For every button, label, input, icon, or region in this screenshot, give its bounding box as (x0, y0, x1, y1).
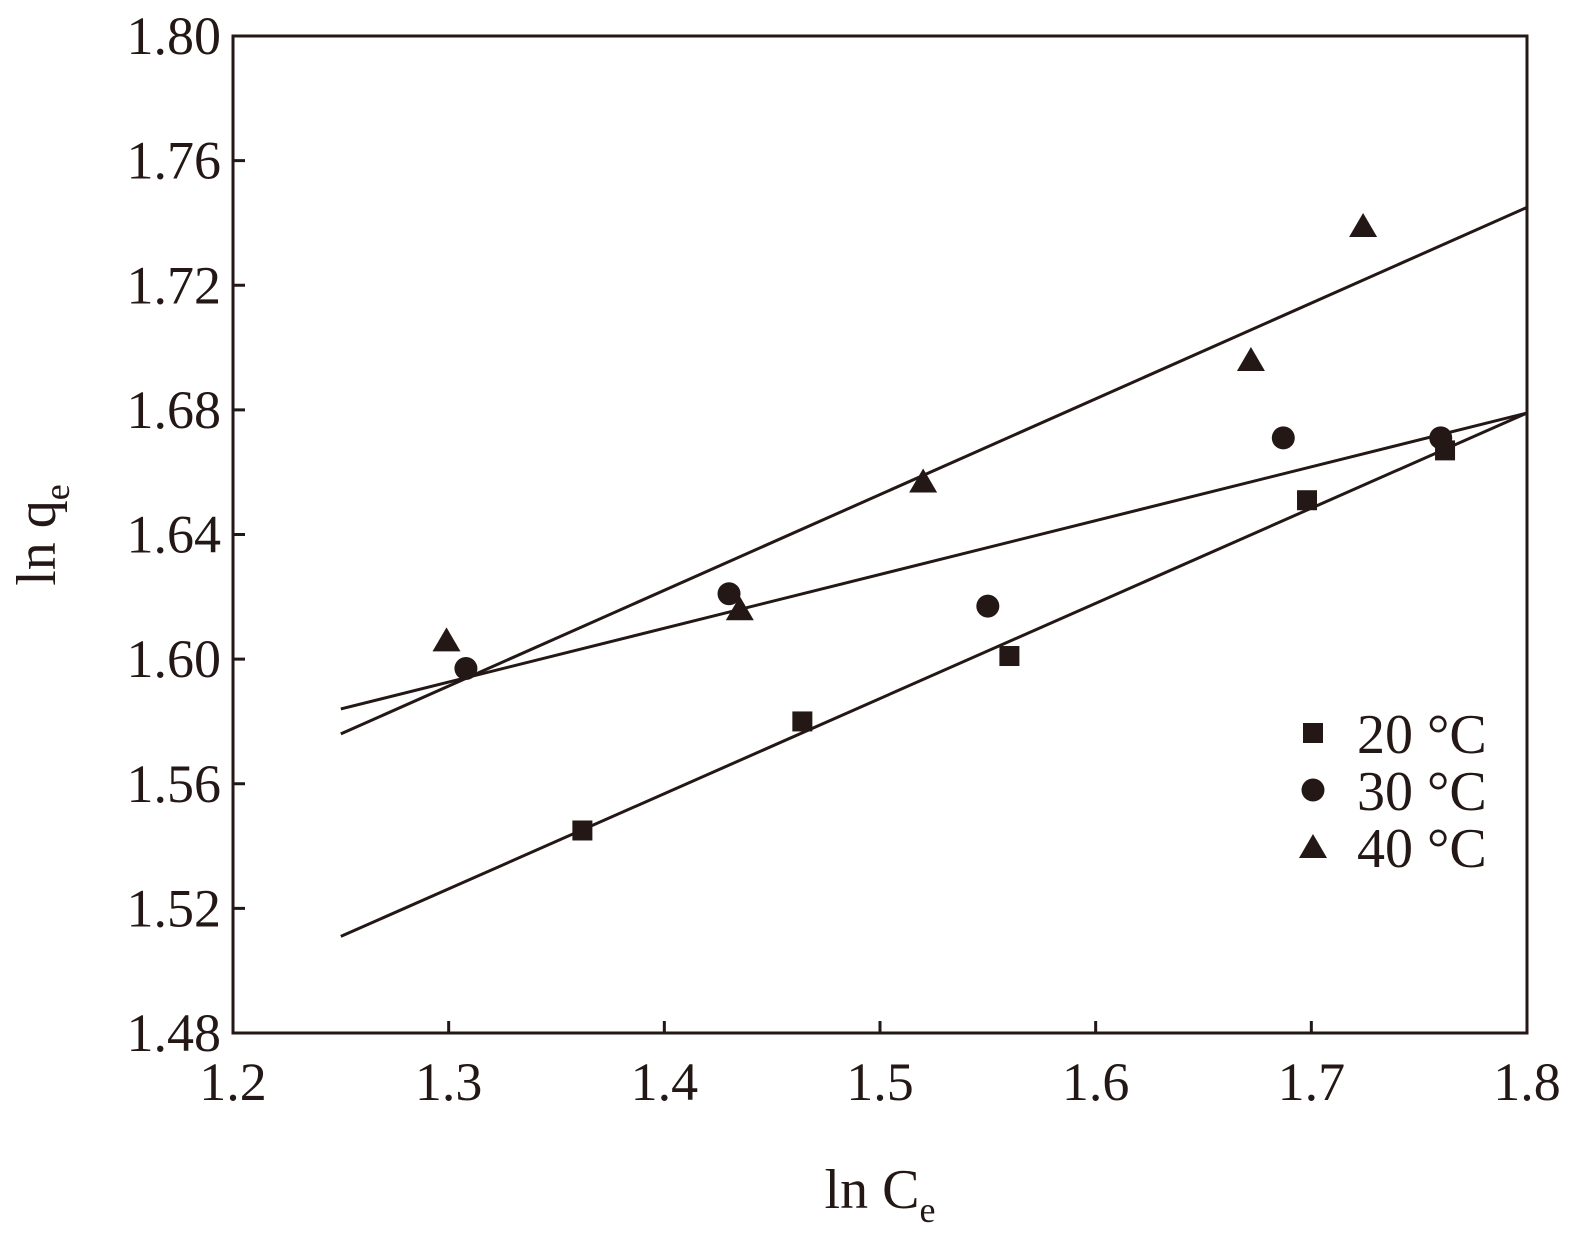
data-point-triangle (909, 468, 938, 493)
legend-marker-circle (1301, 778, 1325, 802)
legend-marker-triangle (1299, 834, 1327, 858)
x-tick-label: 1.5 (846, 1052, 914, 1112)
data-point-circle (976, 594, 1000, 618)
data-point-circle (454, 656, 478, 680)
y-tick-label: 1.64 (127, 505, 222, 565)
y-tick-label: 1.60 (127, 629, 222, 689)
legend-label: 40 °C (1357, 818, 1487, 880)
fit-line-circle (340, 411, 1528, 711)
x-tick-label: 1.6 (1062, 1052, 1130, 1112)
data-point-circle (1271, 426, 1295, 450)
data-point-square (572, 820, 593, 841)
y-tick-label: 1.72 (127, 255, 222, 315)
x-axis-label: ln Ce (825, 1159, 936, 1230)
y-axis-label: ln qe (6, 484, 77, 586)
legend-marker-square (1303, 723, 1323, 743)
fit-line-square (340, 411, 1528, 938)
y-tick-label: 1.80 (127, 6, 222, 66)
x-tick-label: 1.2 (199, 1052, 267, 1112)
legend-label: 30 °C (1357, 761, 1487, 823)
y-tick-label: 1.48 (127, 1003, 222, 1063)
x-tick-label: 1.7 (1278, 1052, 1346, 1112)
data-point-square (1297, 490, 1318, 511)
x-tick-label: 1.3 (415, 1052, 483, 1112)
data-point-triangle (432, 627, 461, 652)
y-tick-label: 1.68 (127, 380, 222, 440)
data-point-square (999, 646, 1020, 667)
fit-line-triangle (340, 205, 1528, 736)
plot-frame (231, 34, 1529, 1035)
data-point-circle (1429, 426, 1453, 450)
data-point-triangle (1349, 213, 1378, 238)
data-point-circle (717, 582, 741, 606)
x-tick-label: 1.4 (631, 1052, 699, 1112)
y-tick-label: 1.52 (127, 878, 222, 938)
legend-label: 20 °C (1357, 704, 1487, 766)
y-tick-label: 1.56 (127, 754, 222, 814)
x-tick-label: 1.8 (1493, 1052, 1561, 1112)
y-tick-label: 1.76 (127, 131, 222, 191)
data-point-triangle (725, 596, 754, 621)
data-point-square (792, 711, 813, 732)
data-point-triangle (1236, 347, 1265, 372)
